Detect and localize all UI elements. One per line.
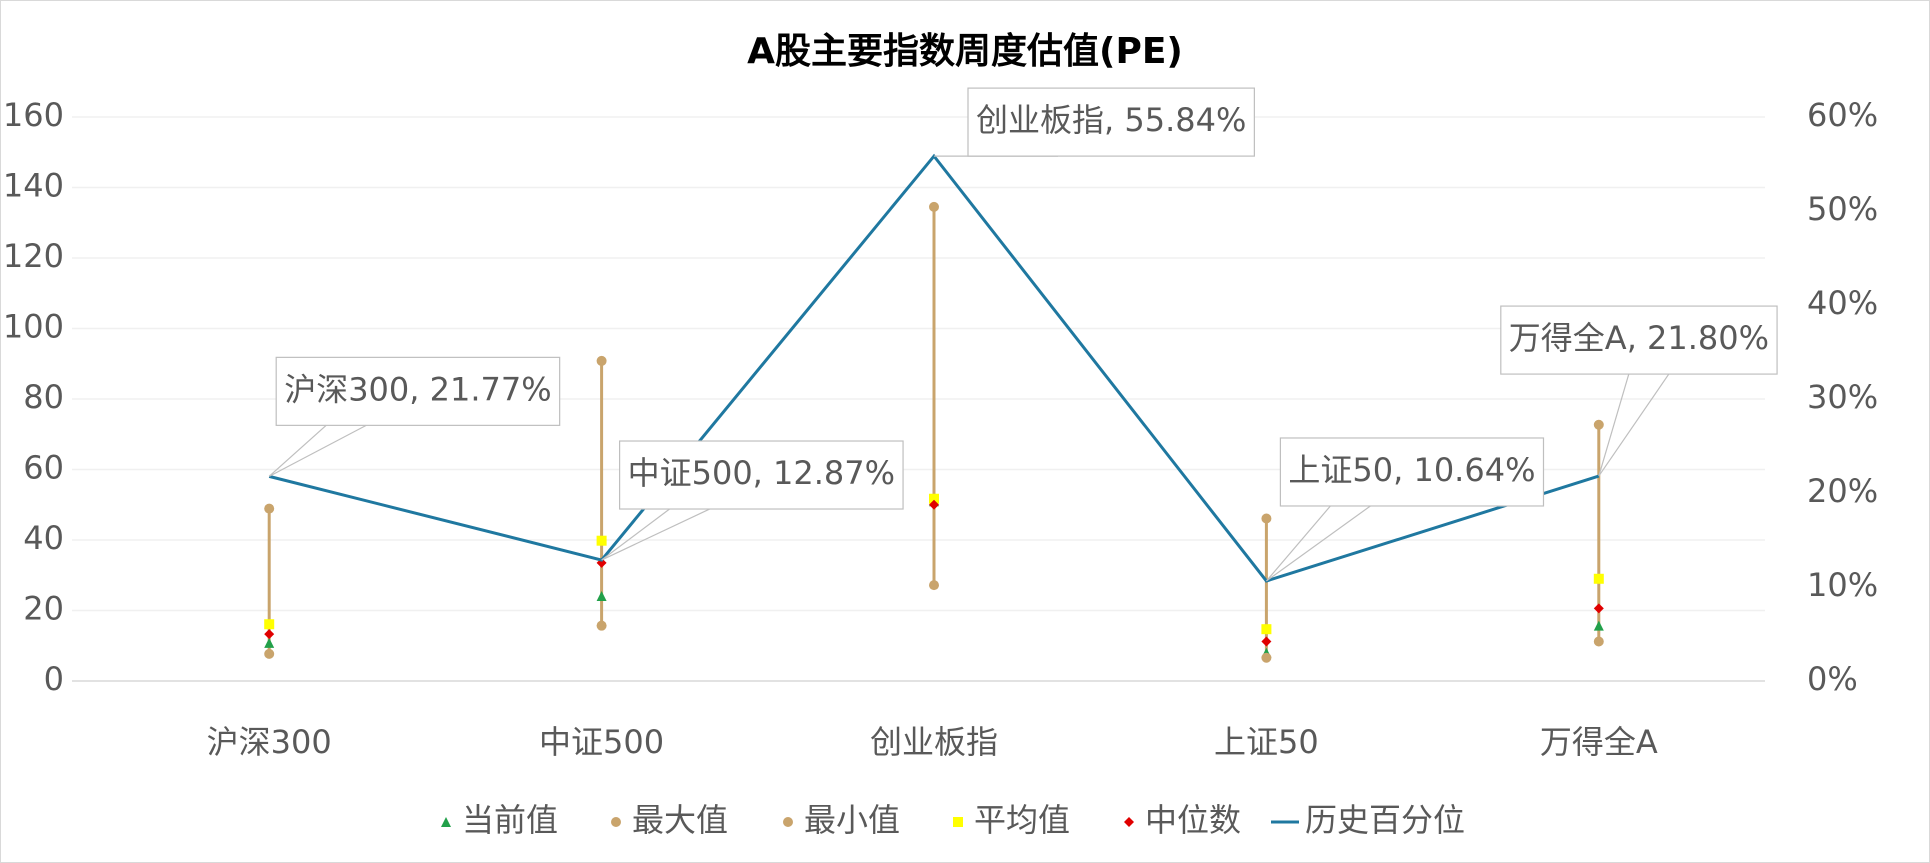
data-label-text: 中证500, 12.87%	[628, 454, 895, 492]
marker	[1593, 620, 1604, 631]
marker	[1261, 652, 1272, 663]
leader-line	[268, 424, 367, 477]
x-tick-label: 上证50	[1214, 723, 1319, 761]
marker	[929, 499, 939, 510]
data-label: 创业板指, 55.84%	[934, 87, 1255, 157]
y-tick-label: 160	[3, 96, 64, 134]
legend-swatch	[1124, 817, 1134, 827]
legend-label: 中位数	[1145, 801, 1241, 839]
y-tick-label: 120	[3, 237, 64, 275]
y2-tick-label: 40%	[1807, 284, 1878, 322]
marker	[1261, 513, 1272, 524]
marker	[1593, 419, 1604, 430]
data-label: 中证500, 12.87%	[601, 440, 904, 561]
data-label-text: 创业板指, 55.84%	[976, 101, 1246, 139]
leader-line	[1265, 505, 1371, 582]
y-tick-label: 40	[23, 519, 64, 557]
marker	[264, 629, 275, 640]
marker	[596, 355, 607, 366]
legend-label: 最大值	[632, 801, 728, 839]
marker	[929, 493, 939, 504]
y-tick-label: 100	[3, 308, 64, 346]
marker	[264, 648, 275, 659]
y2-tick-label: 50%	[1807, 190, 1878, 228]
data-label: 上证50, 10.64%	[1265, 437, 1545, 582]
y2-tick-label: 30%	[1807, 378, 1878, 416]
data-label-box	[1279, 437, 1545, 507]
y-tick-label: 20	[23, 590, 64, 628]
data-label-box	[275, 356, 561, 426]
marker	[929, 201, 939, 212]
marker	[1593, 636, 1604, 647]
marker	[1261, 636, 1272, 647]
leader-line	[1598, 373, 1670, 477]
marker	[1261, 624, 1272, 635]
legend-label: 当前值	[462, 801, 558, 839]
y-tick-label: 0	[44, 660, 64, 698]
legend-swatch	[783, 817, 793, 827]
data-label-box	[1500, 305, 1778, 375]
data-label-box	[618, 440, 904, 510]
x-tick-label: 创业板指	[870, 723, 998, 761]
y2-tick-label: 0%	[1807, 660, 1858, 698]
marker	[1593, 573, 1604, 584]
data-label-box	[967, 87, 1255, 157]
legend-swatch	[953, 817, 963, 827]
y-tick-label: 60	[23, 449, 64, 487]
marker	[929, 580, 939, 591]
legend-swatch	[441, 817, 451, 827]
data-label-text: 上证50, 10.64%	[1288, 451, 1535, 489]
marker	[596, 620, 607, 631]
marker	[264, 619, 275, 630]
marker	[596, 591, 607, 602]
y2-tick-label: 20%	[1807, 472, 1878, 510]
data-label: 沪深300, 21.77%	[268, 356, 561, 477]
x-tick-label: 沪深300	[207, 723, 332, 761]
x-tick-label: 中证500	[539, 723, 664, 761]
legend-label: 历史百分位	[1305, 801, 1465, 839]
marker	[264, 637, 275, 648]
legend-swatch	[611, 817, 621, 827]
data-label-text: 沪深300, 21.77%	[284, 370, 551, 408]
x-tick-label: 万得全A	[1540, 723, 1658, 761]
y-tick-label: 140	[3, 167, 64, 205]
data-label: 万得全A, 21.80%	[1500, 305, 1778, 477]
y2-tick-label: 10%	[1807, 566, 1878, 604]
legend-label: 最小值	[804, 801, 900, 839]
marker	[596, 535, 607, 546]
legend-label: 平均值	[974, 801, 1070, 839]
marker	[1593, 603, 1604, 614]
chart-title: A股主要指数周度估值(PE)	[747, 31, 1183, 72]
y2-tick-label: 60%	[1807, 96, 1878, 134]
y-tick-label: 80	[23, 378, 64, 416]
leader-line	[601, 508, 710, 561]
marker	[264, 503, 275, 514]
data-label-text: 万得全A, 21.80%	[1509, 319, 1769, 357]
